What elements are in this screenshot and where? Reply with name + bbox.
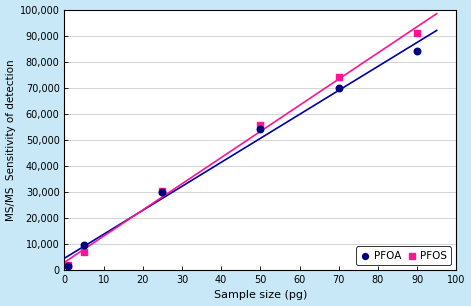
PFOS: [414, 31, 421, 35]
X-axis label: Sample size (pg): Sample size (pg): [214, 290, 307, 300]
PFOA: [159, 189, 166, 194]
PFOS: [80, 249, 88, 254]
Legend: PFOA, PFOS: PFOA, PFOS: [356, 247, 451, 265]
PFOA: [335, 85, 342, 90]
PFOA: [65, 264, 72, 269]
PFOS: [257, 123, 264, 128]
Y-axis label: MS/MS  Sensitivity of detection: MS/MS Sensitivity of detection: [6, 59, 16, 221]
PFOA: [80, 243, 88, 248]
PFOA: [257, 127, 264, 132]
PFOA: [414, 49, 421, 54]
PFOS: [335, 75, 342, 80]
PFOS: [159, 188, 166, 193]
PFOS: [65, 262, 72, 267]
